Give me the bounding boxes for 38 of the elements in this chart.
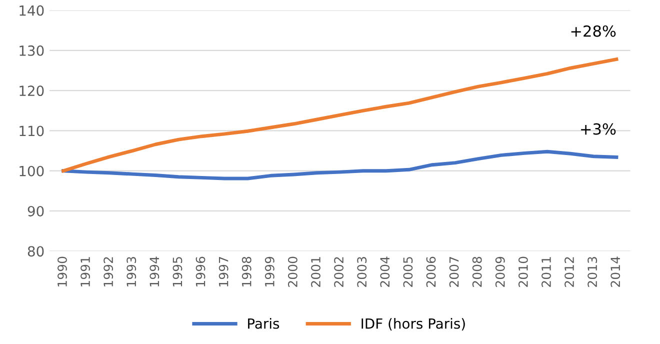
x-tick-label: 2005 — [403, 257, 413, 287]
x-tick-label: 1998 — [242, 256, 252, 286]
annotation: +28% — [571, 25, 616, 37]
x-tick-label: 2009 — [495, 256, 505, 287]
y-tick-label: 90 — [28, 206, 44, 216]
x-tick-label: 1994 — [150, 256, 160, 286]
x-tick-label: 1993 — [126, 256, 136, 286]
x-tick-label: 2000 — [288, 256, 298, 287]
x-tick-label: 1997 — [218, 257, 228, 286]
x-tick-label: 2007 — [449, 257, 459, 287]
x-tick-label: 1999 — [264, 256, 274, 286]
x-tick-label: 2006 — [426, 256, 436, 287]
x-tick-label: 1991 — [80, 257, 90, 286]
x-tick-label: 2012 — [564, 257, 574, 287]
y-tick-label: 80 — [28, 246, 44, 257]
y-tick-label: 100 — [20, 166, 44, 176]
annotation: +3% — [581, 123, 616, 135]
x-tick-label: 2013 — [588, 256, 598, 287]
x-tick-label: 2003 — [357, 256, 367, 287]
y-tick-label: 110 — [20, 126, 44, 136]
line-series — [62, 150, 618, 180]
x-tick-label: 2014 — [610, 256, 620, 287]
line-series — [62, 58, 618, 173]
x-tick-label: 2008 — [472, 256, 482, 287]
y-tick-label: 140 — [20, 5, 44, 16]
x-tick-label: 1995 — [172, 257, 182, 286]
x-tick-label: 2002 — [334, 257, 344, 287]
y-tick-label: 130 — [20, 45, 44, 56]
y-tick-label: 120 — [20, 86, 44, 96]
x-tick-label: 1996 — [196, 256, 206, 286]
x-tick-label: 2004 — [380, 256, 390, 287]
legend-label: IDF (hors Paris) — [362, 318, 465, 330]
x-tick-label: 2001 — [311, 257, 320, 287]
x-tick-label: 1990 — [58, 256, 67, 286]
x-tick-label: 2011 — [542, 257, 551, 287]
x-tick-label: 2010 — [518, 256, 528, 287]
legend-label: Paris — [248, 318, 280, 329]
x-tick-label: 1992 — [104, 257, 114, 286]
